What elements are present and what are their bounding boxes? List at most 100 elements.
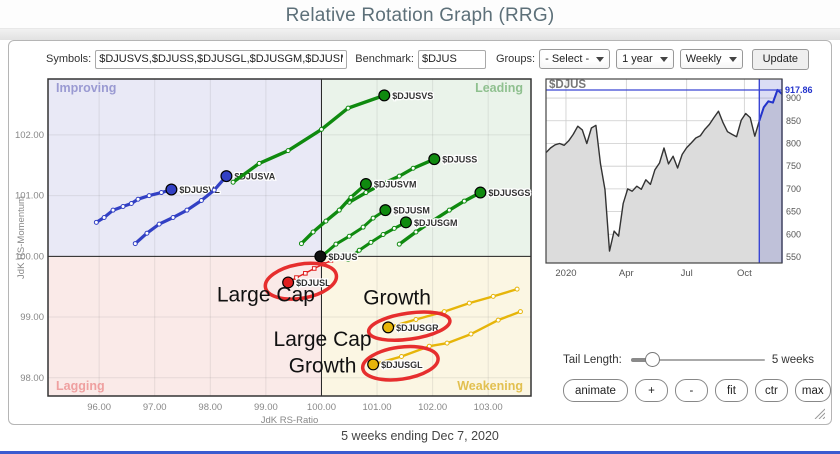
svg-text:600: 600 (786, 229, 801, 239)
rrg-marker-djusgr[interactable] (382, 321, 395, 334)
svg-text:99.00: 99.00 (20, 312, 44, 323)
last-price-label: 917.86 (785, 85, 813, 95)
bottom-accent-bar (0, 451, 840, 454)
rrg-label-djusvs: $DJUSVS (392, 91, 433, 101)
groups-select[interactable]: - Select - (539, 49, 611, 69)
annotation-0: Large Cap (217, 283, 315, 306)
rrg-label-djusgm: $DJUSGM (414, 218, 458, 228)
svg-text:103.00: 103.00 (474, 402, 503, 413)
rrg-marker-djusvm[interactable] (359, 178, 372, 191)
highlight-band (759, 79, 782, 263)
highlight-ellipse-2 (360, 344, 440, 382)
benchmark-input[interactable] (417, 49, 486, 69)
chevron-down-icon (728, 56, 737, 62)
svg-text:100.00: 100.00 (307, 402, 336, 413)
rrg-label-djusvm: $DJUSVM (374, 180, 417, 190)
button-minus[interactable]: - (674, 379, 708, 402)
annotation-2: Large Cap (274, 328, 372, 351)
groups-label: Groups: (495, 53, 536, 65)
page-title: Relative Rotation Graph (RRG) (285, 5, 555, 26)
svg-text:102.00: 102.00 (15, 130, 44, 141)
button-max[interactable]: max (794, 379, 831, 402)
svg-text:98.00: 98.00 (198, 402, 222, 413)
rrg-label-djusm: $DJUSM (393, 206, 430, 216)
svg-text:850: 850 (786, 116, 801, 126)
svg-text:2020: 2020 (555, 268, 576, 279)
rrg-marker-djus[interactable] (314, 250, 327, 263)
svg-text:100.00: 100.00 (15, 251, 44, 262)
groups-select-value: - Select - (545, 53, 590, 65)
rrg-marker-djusm[interactable] (379, 204, 392, 217)
svg-text:Jul: Jul (681, 268, 693, 279)
chevron-down-icon (659, 56, 668, 62)
rrg-marker-djusvl[interactable] (165, 183, 178, 196)
button-fit[interactable]: fit (714, 379, 748, 402)
svg-text:102.00: 102.00 (418, 402, 447, 413)
rrg-marker-djuss[interactable] (428, 153, 441, 166)
svg-text:750: 750 (786, 161, 801, 171)
svg-text:800: 800 (786, 138, 801, 148)
quadrant-label-improving: Improving (56, 81, 116, 95)
highlight-ellipse-1 (366, 310, 452, 342)
rrg-marker-djusgm[interactable] (399, 216, 412, 229)
rrg-label-djusgs: $DJUSGS (488, 188, 530, 198)
button-animate[interactable]: animate (563, 379, 628, 402)
rrg-marker-djusvs[interactable] (378, 89, 391, 102)
quadrant-label-leading: Leading (475, 81, 523, 95)
quadrant-label-weakening: Weakening (457, 379, 523, 393)
tail-length-control: Tail Length: 5 weeks (563, 351, 823, 369)
rrg-marker-djusl[interactable] (282, 276, 295, 289)
period-select[interactable]: 1 year (616, 49, 674, 69)
svg-text:97.00: 97.00 (143, 402, 167, 413)
rrg-marker-djusgs[interactable] (474, 186, 487, 199)
slider-track[interactable] (630, 359, 765, 361)
benchmark-label: Benchmark: (355, 53, 414, 65)
rrg-chart[interactable]: Improving Leading Lagging Weakening 96.00 97.… (15, 75, 539, 427)
button-plus[interactable]: + (634, 379, 668, 402)
svg-text:101.00: 101.00 (363, 402, 392, 413)
chart-buttons: animate + - fit ctr max (563, 379, 831, 402)
x-axis-title: JdK RS-Ratio (261, 415, 319, 426)
svg-text:700: 700 (786, 184, 801, 194)
y-axis-title: JdK RS-Momentum (16, 196, 27, 279)
slider-thumb[interactable] (644, 352, 660, 367)
interval-select-value: Weekly (685, 53, 722, 65)
symbols-input[interactable] (95, 49, 348, 69)
price-panel-title: $DJUS (549, 79, 586, 91)
rrg-panel: Symbols: Benchmark: Groups: - Select - 1… (8, 40, 832, 427)
svg-text:99.00: 99.00 (254, 402, 278, 413)
resize-handle-icon[interactable] (812, 406, 825, 419)
svg-text:101.00: 101.00 (15, 191, 44, 202)
title-strip (0, 28, 840, 40)
quadrant-label-lagging: Lagging (56, 379, 105, 393)
chevron-down-icon (596, 56, 605, 62)
tail-length-slider[interactable] (630, 352, 765, 368)
tail-length-label: Tail Length: (563, 354, 622, 366)
title-bar: Relative Rotation Graph (RRG) (0, 0, 840, 28)
rrg-label-djusl: $DJUSL (296, 278, 331, 288)
rrg-label-djusgl: $DJUSGL (381, 360, 423, 370)
period-select-value: 1 year (622, 53, 653, 65)
rrg-marker-djusva[interactable] (220, 170, 233, 183)
svg-text:96.00: 96.00 (87, 402, 111, 413)
rrg-label-djuss: $DJUSS (442, 155, 477, 165)
annotation-3: Growth (289, 354, 357, 377)
price-line (545, 89, 783, 252)
svg-text:Oct: Oct (737, 268, 752, 279)
rrg-marker-djusgl[interactable] (367, 358, 380, 371)
price-line-highlight (758, 88, 783, 122)
button-ctr[interactable]: ctr (754, 379, 788, 402)
rrg-label-djus: $DJUS (328, 252, 357, 262)
update-button[interactable]: Update (751, 48, 810, 70)
svg-text:900: 900 (786, 93, 801, 103)
svg-text:98.00: 98.00 (20, 373, 44, 384)
svg-text:650: 650 (786, 207, 801, 217)
symbols-label: Symbols: (46, 53, 92, 65)
tail-length-value: 5 weeks (771, 354, 815, 366)
caption: 5 weeks ending Dec 7, 2020 (341, 429, 499, 443)
svg-text:Apr: Apr (619, 268, 634, 279)
slider-track-filled (630, 358, 653, 362)
interval-select[interactable]: Weekly (679, 49, 743, 69)
highlight-ellipse-0 (263, 261, 339, 301)
